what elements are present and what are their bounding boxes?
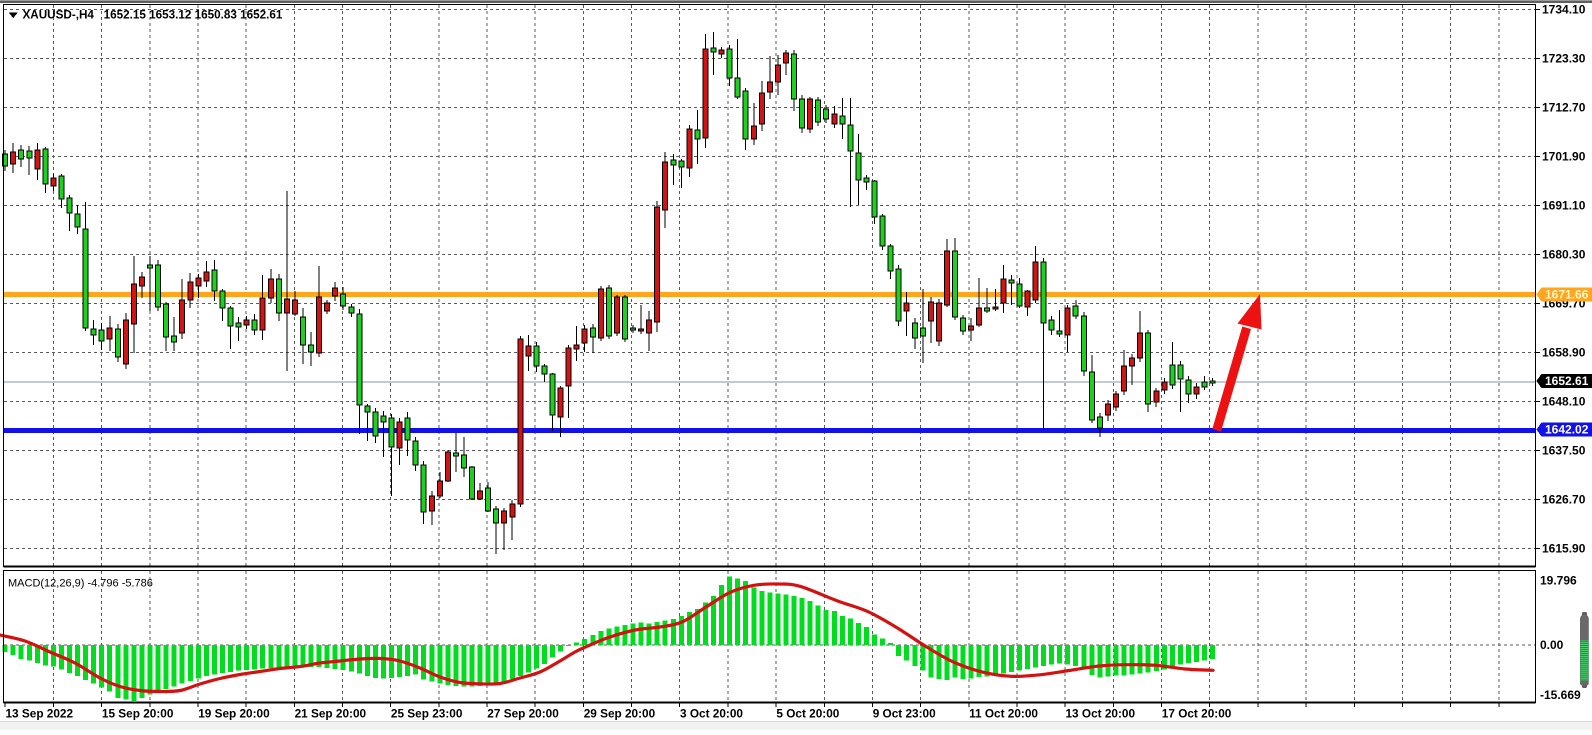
svg-text:-15.669: -15.669 <box>1540 688 1581 702</box>
svg-text:0.00: 0.00 <box>1540 638 1564 652</box>
svg-text:15 Sep 20:00: 15 Sep 20:00 <box>102 707 174 721</box>
svg-text:21 Sep 20:00: 21 Sep 20:00 <box>295 707 367 721</box>
svg-text:25 Sep 23:00: 25 Sep 23:00 <box>391 707 463 721</box>
svg-text:1671.66: 1671.66 <box>1545 288 1589 302</box>
svg-text:1648.10: 1648.10 <box>1542 395 1586 409</box>
svg-text:1626.70: 1626.70 <box>1542 493 1586 507</box>
svg-text:19.796: 19.796 <box>1540 573 1577 587</box>
svg-text:1615.90: 1615.90 <box>1542 542 1586 556</box>
svg-text:1642.02: 1642.02 <box>1545 423 1589 437</box>
svg-text:1734.10: 1734.10 <box>1542 3 1586 17</box>
svg-text:1691.10: 1691.10 <box>1542 199 1586 213</box>
svg-text:1701.90: 1701.90 <box>1542 150 1586 164</box>
svg-text:1652.61: 1652.61 <box>1545 374 1589 388</box>
svg-text:5 Oct 20:00: 5 Oct 20:00 <box>776 707 839 721</box>
svg-text:13 Oct 20:00: 13 Oct 20:00 <box>1066 707 1136 721</box>
svg-text:1680.30: 1680.30 <box>1542 248 1586 262</box>
svg-text:11 Oct 20:00: 11 Oct 20:00 <box>969 707 1038 721</box>
svg-text:1723.30: 1723.30 <box>1542 52 1586 66</box>
svg-text:1658.90: 1658.90 <box>1542 346 1586 360</box>
svg-text:29 Sep 20:00: 29 Sep 20:00 <box>584 707 656 721</box>
svg-text:1637.50: 1637.50 <box>1542 444 1586 458</box>
svg-text:13 Sep 2022: 13 Sep 2022 <box>6 707 74 721</box>
svg-text:3 Oct 20:00: 3 Oct 20:00 <box>680 707 743 721</box>
svg-text:9 Oct 23:00: 9 Oct 23:00 <box>873 707 936 721</box>
svg-text:MACD(12,26,9) -4.796 -5.786: MACD(12,26,9) -4.796 -5.786 <box>8 578 153 590</box>
svg-text:27 Sep 20:00: 27 Sep 20:00 <box>487 707 559 721</box>
svg-text:1712.70: 1712.70 <box>1542 101 1586 115</box>
svg-text:XAUUSD-,H4 1652.15 1653.12 1: XAUUSD-,H4 1652.15 1653.12 1650.83 1652.… <box>23 9 283 22</box>
svg-text:17 Oct 20:00: 17 Oct 20:00 <box>1162 707 1232 721</box>
svg-text:19 Sep 20:00: 19 Sep 20:00 <box>198 707 270 721</box>
